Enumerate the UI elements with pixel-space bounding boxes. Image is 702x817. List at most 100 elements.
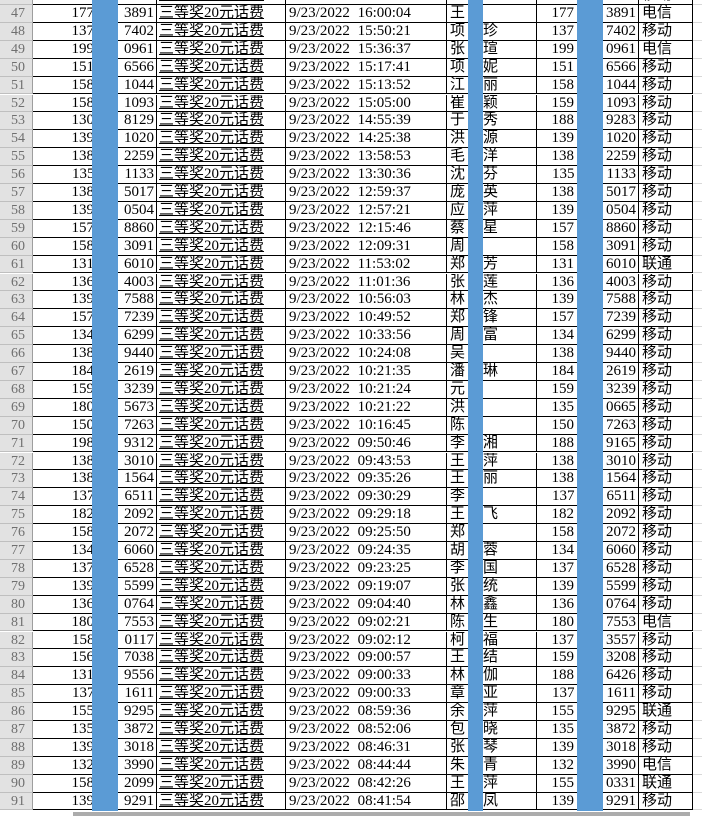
cell-row-number[interactable]: 47	[0, 5, 33, 23]
cell-name[interactable]: 郑锋	[447, 309, 537, 328]
cell-prize[interactable]: 三等奖20元话费	[157, 380, 286, 399]
cell-datetime[interactable]: 9/23/2022 10:21:24	[286, 380, 447, 399]
cell-row-number[interactable]: 88	[0, 738, 33, 757]
cell-prize[interactable]: 三等奖20元话费	[157, 685, 286, 704]
cell-carrier[interactable]: 移动	[639, 488, 693, 507]
cell-carrier[interactable]: 移动	[639, 291, 693, 310]
cell-row-number[interactable]: 69	[0, 398, 33, 417]
cell-name[interactable]: 项珍	[447, 22, 537, 41]
cell-prize[interactable]: 三等奖20元话费	[157, 22, 286, 41]
cell-prize[interactable]: 三等奖20元话费	[157, 219, 286, 238]
cell-datetime[interactable]: 9/23/2022 15:13:52	[286, 76, 447, 95]
cell-row-number[interactable]: 68	[0, 380, 33, 399]
cell-datetime[interactable]: 9/23/2022 09:02:21	[286, 613, 447, 632]
cell-datetime[interactable]: 9/23/2022 13:58:53	[286, 148, 447, 167]
cell-name[interactable]: 陈生	[447, 613, 537, 632]
cell-name[interactable]: 王	[447, 5, 537, 23]
cell-prize[interactable]: 三等奖20元话费	[157, 524, 286, 542]
cell-prize[interactable]: 三等奖20元话费	[157, 506, 286, 525]
cell-carrier[interactable]: 联通	[639, 774, 693, 793]
cell-name[interactable]: 周	[447, 237, 537, 256]
cell-prize[interactable]: 三等奖20元话费	[157, 703, 286, 721]
cell-row-number[interactable]: 74	[0, 488, 33, 507]
cell-name[interactable]: 张莲	[447, 273, 537, 292]
cell-datetime[interactable]: 9/23/2022 10:49:52	[286, 309, 447, 328]
cell-carrier[interactable]: 移动	[639, 559, 693, 578]
cell-datetime[interactable]: 9/23/2022 08:52:06	[286, 721, 447, 739]
cell-prize[interactable]: 三等奖20元话费	[157, 774, 286, 793]
cell-prize[interactable]: 三等奖20元话费	[157, 237, 286, 256]
cell-name[interactable]: 周富	[447, 327, 537, 346]
cell-prize[interactable]: 三等奖20元话费	[157, 94, 286, 113]
cell-name[interactable]: 王丽	[447, 470, 537, 489]
cell-name[interactable]: 蔡星	[447, 219, 537, 238]
cell-datetime[interactable]: 9/23/2022 09:30:29	[286, 488, 447, 507]
cell-datetime[interactable]: 9/23/2022 10:33:56	[286, 327, 447, 346]
cell-prize[interactable]: 三等奖20元话费	[157, 130, 286, 149]
cell-datetime[interactable]: 9/23/2022 10:56:03	[286, 291, 447, 310]
cell-datetime[interactable]: 9/23/2022 15:50:21	[286, 22, 447, 41]
cell-carrier[interactable]: 移动	[639, 721, 693, 739]
cell-carrier[interactable]: 移动	[639, 201, 693, 220]
cell-carrier[interactable]: 移动	[639, 792, 693, 811]
cell-name[interactable]: 林伽	[447, 667, 537, 686]
cell-name[interactable]: 包晓	[447, 721, 537, 739]
cell-name[interactable]: 郑	[447, 524, 537, 542]
cell-prize[interactable]: 三等奖20元话费	[157, 667, 286, 686]
cell-prize[interactable]: 三等奖20元话费	[157, 559, 286, 578]
cell-prize[interactable]: 三等奖20元话费	[157, 434, 286, 453]
cell-row-number[interactable]: 51	[0, 76, 33, 95]
cell-name[interactable]: 朱青	[447, 756, 537, 775]
cell-row-number[interactable]: 76	[0, 524, 33, 542]
cell-carrier[interactable]: 移动	[639, 112, 693, 131]
cell-carrier[interactable]: 移动	[639, 166, 693, 184]
cell-name[interactable]: 王飞	[447, 506, 537, 525]
cell-row-number[interactable]: 82	[0, 631, 33, 650]
cell-row-number[interactable]: 60	[0, 237, 33, 256]
cell-name[interactable]: 应萍	[447, 201, 537, 220]
cell-carrier[interactable]: 移动	[639, 380, 693, 399]
cell-prize[interactable]: 三等奖20元话费	[157, 76, 286, 95]
cell-prize[interactable]: 三等奖20元话费	[157, 201, 286, 220]
cell-prize[interactable]: 三等奖20元话费	[157, 40, 286, 59]
cell-datetime[interactable]: 9/23/2022	[286, 0, 447, 5]
cell-row-number[interactable]: 50	[0, 58, 33, 77]
cell-carrier[interactable]: 移动	[639, 0, 693, 5]
cell-prize[interactable]: 三等奖20元话费	[157, 756, 286, 775]
cell-name[interactable]: 王萍	[447, 774, 537, 793]
cell-row-number[interactable]: 75	[0, 506, 33, 525]
cell-row-number[interactable]: 62	[0, 273, 33, 292]
cell-row-number[interactable]: 87	[0, 721, 33, 739]
cell-datetime[interactable]: 9/23/2022 12:09:31	[286, 237, 447, 256]
cell-prize[interactable]: 三等奖20元话费	[157, 542, 286, 560]
cell-row-number[interactable]: 58	[0, 201, 33, 220]
cell-datetime[interactable]: 9/23/2022 09:24:35	[286, 542, 447, 560]
cell-prize[interactable]: 三等奖20元话费	[157, 631, 286, 650]
cell-name[interactable]: 元	[447, 380, 537, 399]
cell-name[interactable]: 项妮	[447, 58, 537, 77]
cell-datetime[interactable]: 9/23/2022 09:19:07	[286, 577, 447, 596]
cell-datetime[interactable]: 9/23/2022 08:44:44	[286, 756, 447, 775]
cell-prize[interactable]: 三等奖20元话费	[157, 255, 286, 274]
cell-name[interactable]: 洪	[447, 398, 537, 417]
cell-carrier[interactable]: 移动	[639, 130, 693, 149]
cell-row-number[interactable]: 81	[0, 613, 33, 632]
cell-row-number[interactable]: 53	[0, 112, 33, 131]
cell-prize[interactable]: 三等奖20元话费	[157, 148, 286, 167]
cell-datetime[interactable]: 9/23/2022 09:04:40	[286, 595, 447, 614]
horizontal-scrollbar[interactable]	[73, 812, 690, 816]
cell-carrier[interactable]: 移动	[639, 685, 693, 704]
cell-row-number[interactable]: 78	[0, 559, 33, 578]
cell-datetime[interactable]: 9/23/2022 15:36:37	[286, 40, 447, 59]
cell-carrier[interactable]: 移动	[639, 398, 693, 417]
cell-phone-2[interactable]: 138 2259	[537, 148, 639, 167]
cell-datetime[interactable]: 9/23/2022 09:23:25	[286, 559, 447, 578]
cell-carrier[interactable]: 电信	[639, 756, 693, 775]
cell-prize[interactable]: 三等奖20元话费	[157, 488, 286, 507]
cell-prize[interactable]: 三等奖20元话费	[157, 613, 286, 632]
cell-datetime[interactable]: 9/23/2022 09:00:33	[286, 667, 447, 686]
cell-datetime[interactable]: 9/23/2022 12:59:37	[286, 184, 447, 202]
cell-carrier[interactable]: 移动	[639, 327, 693, 346]
cell-prize[interactable]: 三等奖20元话费	[157, 470, 286, 489]
cell-name[interactable]: 王结	[447, 649, 537, 668]
